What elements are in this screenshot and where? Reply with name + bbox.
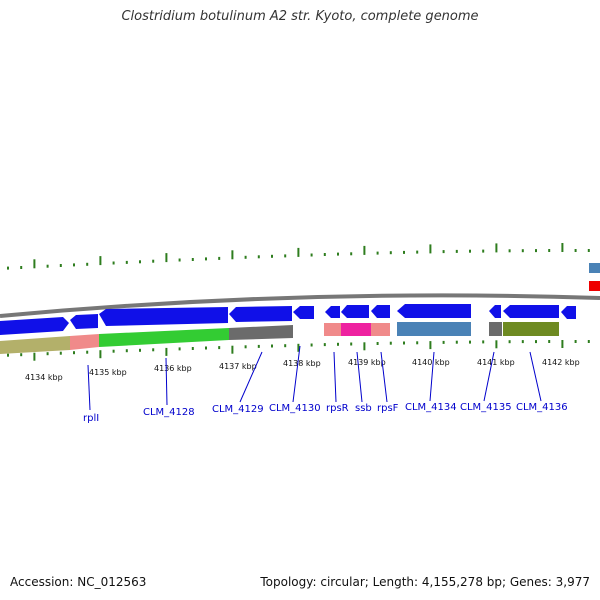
feature-bar-khaki[interactable] <box>0 336 70 354</box>
inner-tick-row <box>7 340 590 361</box>
gene-arrow[interactable] <box>325 306 340 318</box>
feature-bar-gray[interactable] <box>229 325 293 340</box>
map-title: Clostridium botulinum A2 str. Kyoto, com… <box>121 9 479 24</box>
accession-text: Accession: NC_012563 <box>10 575 147 589</box>
feature-bar-gray[interactable] <box>489 322 502 336</box>
kbp-scale: 4134 kbp 4135 kbp 4136 kbp 4137 kbp 4138… <box>25 358 580 382</box>
gene-label-leaders <box>87 345 542 411</box>
kbp-label: 4137 kbp <box>219 362 257 371</box>
kbp-label: 4134 kbp <box>25 373 63 382</box>
gene-label-clm-4128[interactable]: CLM_4128 <box>143 407 195 418</box>
feature-bar-green[interactable] <box>99 328 229 347</box>
gene-arrow[interactable] <box>503 305 559 318</box>
feature-bar-olive[interactable] <box>503 322 559 336</box>
gene-label-rpsF[interactable]: rpsF <box>377 403 399 414</box>
backbone-arc <box>0 293 600 318</box>
gene-arrow[interactable] <box>397 304 471 318</box>
gene-arrow[interactable] <box>489 305 501 318</box>
genome-summary-text: Topology: circular; Length: 4,155,278 bp… <box>260 575 590 589</box>
feature-bar-salmon[interactable] <box>70 334 99 350</box>
gene-arrow[interactable] <box>70 314 98 329</box>
gene-arrow[interactable] <box>371 305 390 318</box>
outer-tick-row <box>7 243 590 270</box>
gene-label-clm-4136[interactable]: CLM_4136 <box>516 402 568 413</box>
kbp-label: 4136 kbp <box>154 364 192 373</box>
gene-arrow[interactable] <box>99 307 228 326</box>
gene-arrow[interactable] <box>341 305 369 318</box>
kbp-label: 4139 kbp <box>348 358 386 367</box>
kbp-label: 4140 kbp <box>412 358 450 367</box>
kbp-label: 4138 kbp <box>283 359 321 368</box>
gene-labels: rplI CLM_4128 CLM_4129 CLM_4130 rpsR ssb… <box>83 402 568 424</box>
cds-track <box>0 304 576 335</box>
gene-label-clm-4135[interactable]: CLM_4135 <box>460 402 512 413</box>
gene-label-clm-4129[interactable]: CLM_4129 <box>212 404 264 415</box>
feature-box-red[interactable] <box>589 281 600 291</box>
feature-bar-salmon[interactable] <box>371 323 390 336</box>
gene-arrow[interactable] <box>293 306 314 319</box>
gene-label-ssb[interactable]: ssb <box>355 403 372 414</box>
kbp-label: 4135 kbp <box>89 368 127 377</box>
gene-arrow[interactable] <box>229 306 292 322</box>
gene-label-clm-4130[interactable]: CLM_4130 <box>269 403 321 414</box>
gene-arrow[interactable] <box>0 317 69 335</box>
gene-label-rpsR[interactable]: rpsR <box>326 403 349 414</box>
feature-bar-salmon[interactable] <box>324 323 341 336</box>
feature-box-steelblue[interactable] <box>589 263 600 273</box>
kbp-label: 4142 kbp <box>542 358 580 367</box>
feature-bar-magenta[interactable] <box>341 323 371 336</box>
kbp-label: 4141 kbp <box>477 358 515 367</box>
gene-arrow[interactable] <box>561 306 576 319</box>
feature-track <box>0 322 559 354</box>
gene-label-rplI[interactable]: rplI <box>83 413 99 424</box>
gene-label-clm-4134[interactable]: CLM_4134 <box>405 402 457 413</box>
feature-bar-steelblue[interactable] <box>397 322 471 336</box>
